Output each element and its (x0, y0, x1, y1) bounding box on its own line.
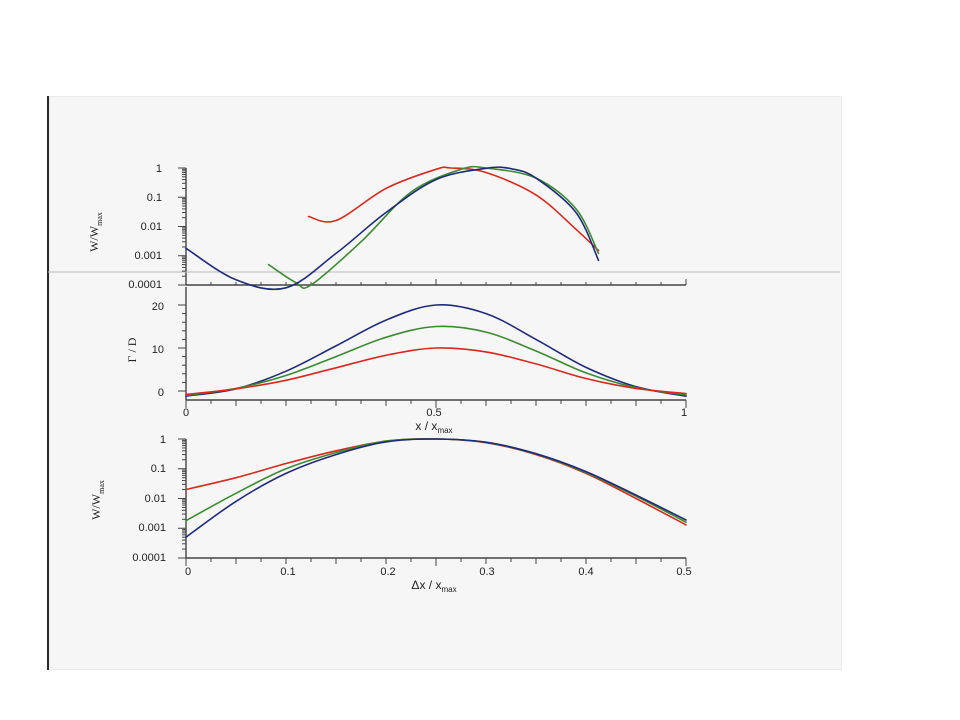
series-green-curve (185, 438, 687, 523)
bottom-curves (185, 438, 687, 538)
bottom-x-title: Δx / xmax (411, 578, 456, 594)
series-red-curve (307, 166, 600, 252)
middle-ticks (178, 304, 687, 408)
panel-middle: 20 10 0 0 0.5 1 x / xmax Γ / D (125, 287, 687, 435)
middle-xtick-label-0: 0 (183, 407, 189, 419)
middle-ytick-label-20: 20 (152, 301, 164, 313)
bottom-ytick-label-1: 1 (160, 434, 166, 446)
top-ytick-label-2: 0.1 (147, 192, 162, 204)
middle-x-title: x / xmax (415, 419, 452, 435)
bottom-ytick-label-5: 0.0001 (132, 552, 166, 564)
middle-curves (185, 304, 687, 397)
bottom-y-title: W/Wmax (89, 480, 106, 520)
bottom-xtick-label-04: 0.4 (578, 566, 593, 578)
bottom-ytick-label-3: 0.01 (145, 493, 166, 505)
top-ytick-label-5: 0.0001 (128, 279, 162, 291)
series-green-curve (267, 165, 600, 289)
top-ytick-label-1: 1 (156, 163, 162, 175)
middle-xtick-label-1: 1 (681, 407, 687, 419)
top-y-ticks (178, 167, 687, 286)
top-y-title: W/Wmax (87, 212, 104, 252)
middle-y-title: Γ / D (125, 337, 139, 362)
panel-bottom: 1 0.1 0.01 0.001 0.0001 0 0.1 0.2 0.3 0.… (89, 434, 692, 594)
bottom-xtick-label-01: 0.1 (280, 566, 295, 578)
middle-ytick-label-10: 10 (152, 344, 164, 356)
series-green-curve (185, 325, 687, 397)
series-red-curve (185, 438, 687, 526)
middle-xtick-label-05: 0.5 (426, 407, 441, 419)
middle-ytick-label-0: 0 (158, 387, 164, 399)
scanned-page (47, 96, 842, 670)
series-blue-curve (185, 304, 687, 397)
series-blue-curve (185, 166, 600, 291)
series-blue-curve (185, 438, 687, 538)
top-curves (185, 165, 600, 291)
bottom-ytick-label-2: 0.1 (151, 463, 166, 475)
top-ytick-label-4: 0.001 (134, 250, 162, 262)
series-red-curve (185, 347, 687, 396)
bottom-ytick-label-4: 0.001 (138, 522, 166, 534)
bottom-xtick-label-03: 0.3 (479, 566, 494, 578)
bottom-xtick-label-02: 0.2 (380, 566, 395, 578)
bottom-xtick-label-05: 0.5 (676, 566, 691, 578)
bottom-xtick-label-0: 0 (185, 566, 191, 578)
bottom-ticks (178, 438, 687, 566)
panel-top: 1 0.1 0.01 0.001 0.0001 W/Wmax (48, 163, 840, 291)
top-ytick-label-3: 0.01 (141, 221, 162, 233)
